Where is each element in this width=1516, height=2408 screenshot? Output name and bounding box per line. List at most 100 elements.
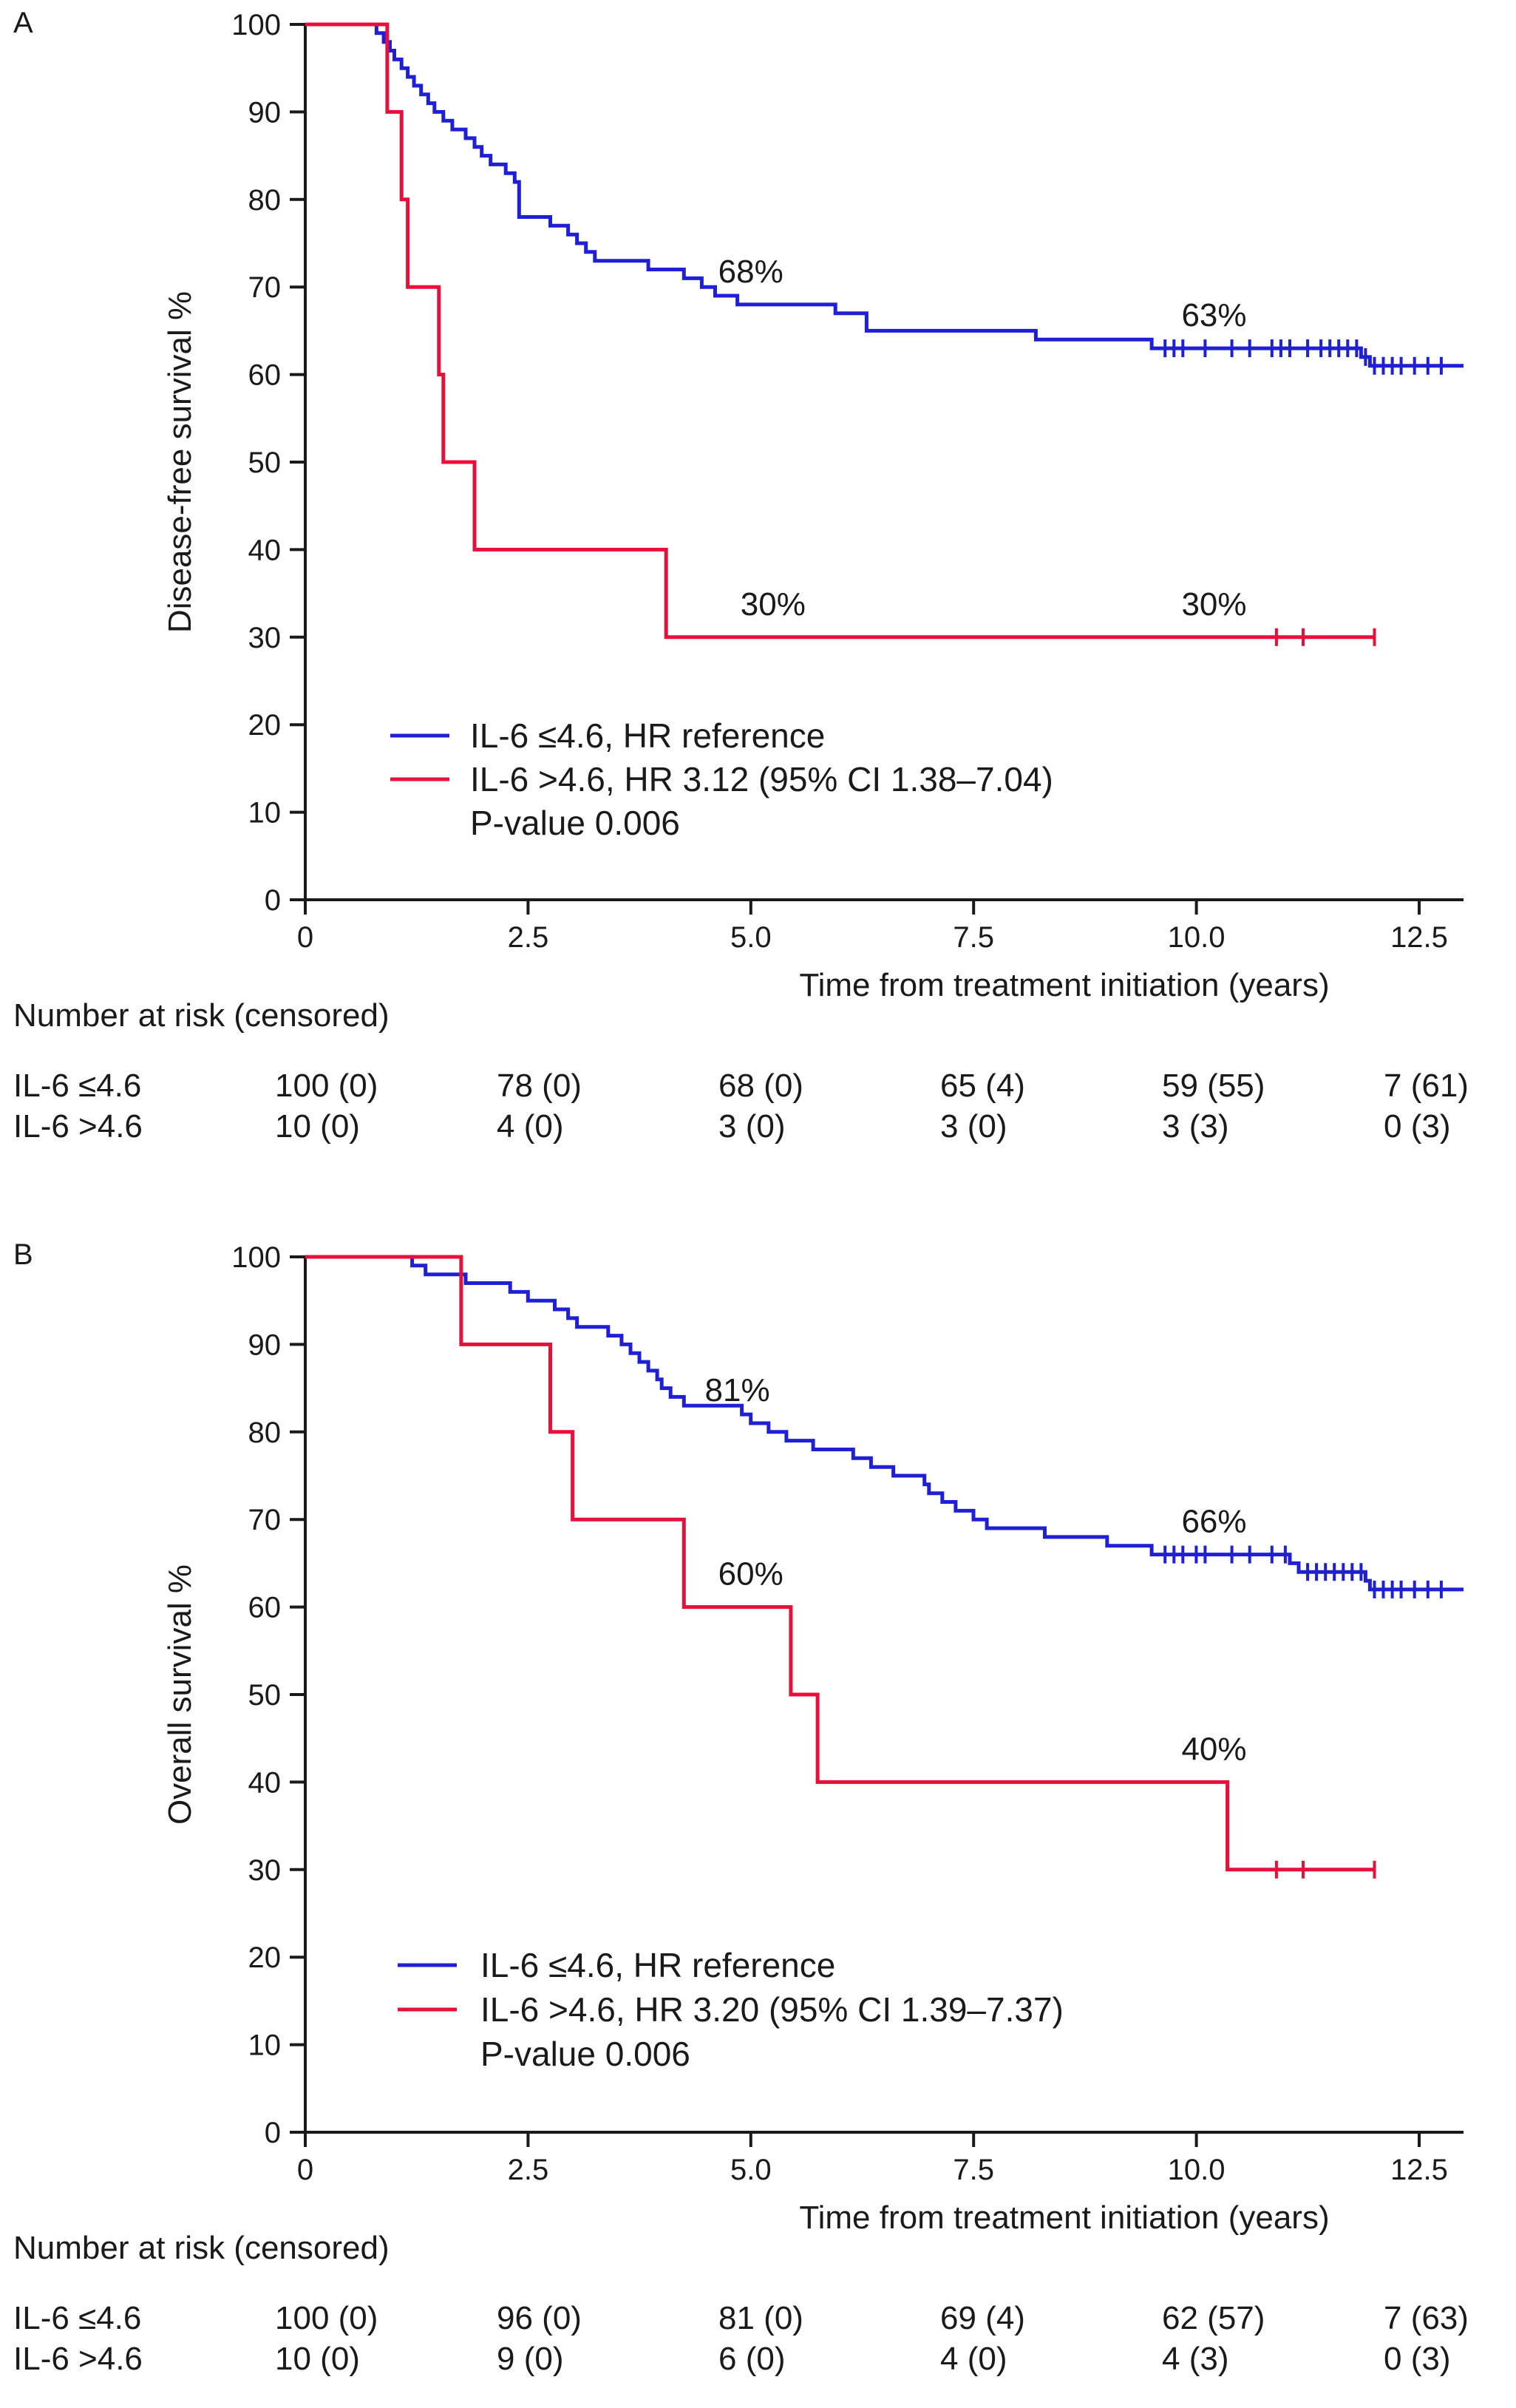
y-tick-label-a-10: 10 (248, 797, 282, 830)
x-tick-label-a-0: 0 (297, 921, 313, 954)
censor-marks-a-il6-high (1274, 628, 1376, 646)
panel-a: A 100 90 80 70 60 50 40 30 20 10 (13, 7, 1469, 1144)
x-tick-label-b-7.5: 7.5 (953, 2154, 994, 2186)
y-tick-label-a-100: 100 (231, 9, 281, 41)
annotation-b-60: 60% (718, 1556, 784, 1593)
risk-cell-a-low-5: 7 (61) (1384, 1068, 1469, 1104)
risk-cell-b-high-3: 4 (0) (940, 2341, 1007, 2377)
panel-label-a: A (13, 7, 33, 39)
risk-row-label-b-high: IL-6 >4.6 (13, 2341, 143, 2377)
legend-label-b-blue: IL-6 ≤4.6, HR reference (480, 1946, 835, 1984)
panel-label-b: B (13, 1238, 33, 1271)
p-value-b: P-value 0.006 (480, 2035, 690, 2073)
risk-cell-a-low-0: 100 (0) (275, 1068, 378, 1104)
y-tick-label-b-30: 30 (248, 1854, 282, 1887)
legend-a: IL-6 ≤4.6, HR reference IL-6 >4.6, HR 3.… (390, 716, 1053, 842)
risk-cell-b-high-0: 10 (0) (275, 2341, 360, 2377)
y-tick-label-b-40: 40 (248, 1766, 282, 1799)
y-tick-label-b-70: 70 (248, 1504, 282, 1536)
plot-area-b: 100 90 80 70 60 50 40 30 20 10 0 0 2.5 5… (231, 1241, 1464, 2186)
censor-marks-b-il6-high (1274, 1860, 1376, 1879)
risk-cell-a-high-2: 3 (0) (718, 1108, 785, 1144)
risk-cell-a-high-1: 4 (0) (497, 1108, 563, 1144)
x-tick-label-b-0: 0 (297, 2154, 313, 2186)
annotation-a-30-early: 30% (741, 586, 806, 623)
risk-cell-b-low-0: 100 (0) (275, 2300, 378, 2336)
legend-label-a-red: IL-6 >4.6, HR 3.12 (95% CI 1.38–7.04) (470, 760, 1053, 798)
risk-cell-a-high-5: 0 (3) (1384, 1108, 1450, 1144)
p-value-a: P-value 0.006 (470, 804, 680, 842)
y-tick-label-b-20: 20 (248, 1941, 282, 1974)
y-tick-label-b-50: 50 (248, 1679, 282, 1712)
y-tick-label-b-0: 0 (265, 2117, 281, 2149)
curve-a-il6-high (305, 22, 1375, 640)
y-tick-label-b-10: 10 (248, 2029, 282, 2062)
y-tick-label-a-30: 30 (248, 622, 282, 654)
y-tick-label-a-60: 60 (248, 359, 282, 392)
annotation-b-40: 40% (1181, 1731, 1246, 1767)
risk-row-label-a-high: IL-6 >4.6 (13, 1108, 143, 1144)
annotation-a-30-late: 30% (1181, 586, 1246, 623)
risk-cell-b-low-3: 69 (4) (940, 2300, 1025, 2336)
y-tick-label-b-60: 60 (248, 1592, 282, 1624)
y-axis-title-b: Overall survival % (162, 1564, 198, 1825)
y-tick-label-a-50: 50 (248, 447, 282, 479)
risk-row-label-a-low: IL-6 ≤4.6 (13, 1068, 141, 1104)
risk-cell-b-low-2: 81 (0) (718, 2300, 803, 2336)
risk-table-title-b: Number at risk (censored) (13, 2230, 390, 2266)
x-axis-title-a: Time from treatment initiation (years) (799, 967, 1329, 1003)
y-tick-label-a-90: 90 (248, 96, 282, 129)
y-tick-label-a-40: 40 (248, 534, 282, 566)
risk-cell-a-low-4: 59 (55) (1162, 1068, 1265, 1104)
risk-cell-b-low-4: 62 (57) (1162, 2300, 1265, 2336)
x-axis-title-b: Time from treatment initiation (years) (799, 2200, 1329, 2236)
risk-cell-a-high-3: 3 (0) (940, 1108, 1007, 1144)
legend-label-b-red: IL-6 >4.6, HR 3.20 (95% CI 1.39–7.37) (480, 1990, 1064, 2029)
x-tick-label-a-10.0: 10.0 (1168, 921, 1226, 954)
panel-b: B 100 90 80 70 60 50 40 30 20 10 0 (13, 1238, 1469, 2377)
risk-cell-a-low-1: 78 (0) (497, 1068, 582, 1104)
risk-table-title-a: Number at risk (censored) (13, 997, 390, 1034)
x-tick-label-b-2.5: 2.5 (508, 2154, 549, 2186)
risk-cell-b-low-1: 96 (0) (497, 2300, 582, 2336)
y-tick-label-a-20: 20 (248, 709, 282, 742)
risk-cell-b-high-2: 6 (0) (718, 2341, 785, 2377)
annotation-b-66: 66% (1181, 1504, 1246, 1540)
y-tick-label-b-90: 90 (248, 1329, 282, 1361)
curve-b-il6-low (305, 1255, 1464, 1592)
x-tick-label-a-7.5: 7.5 (953, 921, 994, 954)
risk-cell-a-high-4: 3 (3) (1162, 1108, 1228, 1144)
y-tick-label-b-100: 100 (231, 1241, 281, 1274)
plot-area-a: 100 90 80 70 60 50 40 30 20 10 0 0 2.5 5… (231, 9, 1464, 954)
risk-cell-b-high-5: 0 (3) (1384, 2341, 1450, 2377)
risk-cell-b-low-5: 7 (63) (1384, 2300, 1469, 2336)
annotation-a-63: 63% (1181, 297, 1246, 333)
legend-b: IL-6 ≤4.6, HR reference IL-6 >4.6, HR 3.… (398, 1946, 1064, 2073)
curve-b-il6-high (305, 1255, 1375, 1872)
risk-table-a: Number at risk (censored) IL-6 ≤4.6 IL-6… (13, 997, 1469, 1144)
x-tick-label-a-12.5: 12.5 (1390, 921, 1448, 954)
risk-row-label-b-low: IL-6 ≤4.6 (13, 2300, 141, 2336)
risk-cell-a-low-3: 65 (4) (940, 1068, 1025, 1104)
y-tick-label-a-0: 0 (265, 884, 281, 917)
risk-cell-a-high-0: 10 (0) (275, 1108, 360, 1144)
curve-a-il6-low (305, 22, 1464, 368)
risk-cell-a-low-2: 68 (0) (718, 1068, 803, 1104)
annotation-a-68: 68% (718, 254, 784, 290)
y-tick-label-a-70: 70 (248, 271, 282, 304)
x-tick-label-a-5.0: 5.0 (730, 921, 772, 954)
y-tick-label-b-80: 80 (248, 1417, 282, 1449)
y-tick-label-a-80: 80 (248, 184, 282, 217)
legend-label-a-blue: IL-6 ≤4.6, HR reference (470, 716, 825, 755)
risk-table-b: Number at risk (censored) IL-6 ≤4.6 IL-6… (13, 2230, 1469, 2377)
x-tick-label-b-5.0: 5.0 (730, 2154, 772, 2186)
y-axis-title-a: Disease-free survival % (162, 291, 198, 633)
risk-cell-b-high-1: 9 (0) (497, 2341, 563, 2377)
x-tick-label-b-10.0: 10.0 (1168, 2154, 1226, 2186)
risk-cell-b-high-4: 4 (3) (1162, 2341, 1228, 2377)
x-tick-label-b-12.5: 12.5 (1390, 2154, 1448, 2186)
censor-marks-a-il6-low (1163, 339, 1443, 375)
x-tick-label-a-2.5: 2.5 (508, 921, 549, 954)
censor-marks-b-il6-low (1163, 1545, 1443, 1598)
